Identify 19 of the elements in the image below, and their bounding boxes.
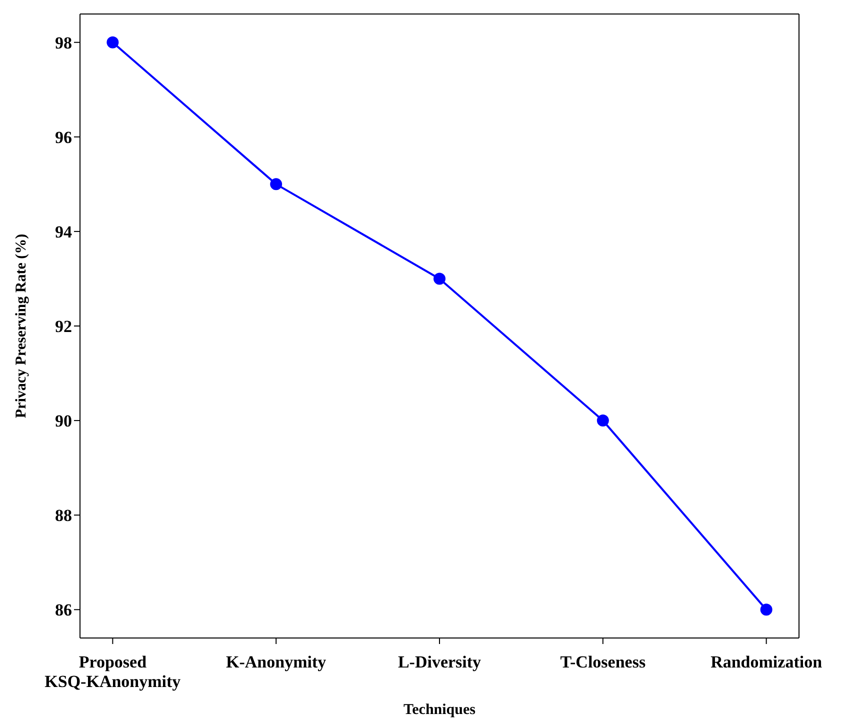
y-axis-title: Privacy Preserving Rate (%) xyxy=(13,234,30,418)
point xyxy=(596,414,609,427)
point xyxy=(106,36,119,48)
x-axis-title: Techniques xyxy=(404,702,476,718)
x-tick-label: T-Closeness xyxy=(560,652,646,672)
x-tick-label: L-Diversity xyxy=(398,652,482,672)
point xyxy=(270,178,282,190)
y-tick-label: 88 xyxy=(55,506,72,526)
y-tick-label: 90 xyxy=(55,412,72,431)
x-tick-label: Randomization xyxy=(710,652,823,672)
point xyxy=(434,272,446,285)
point xyxy=(760,604,772,616)
y-tick-label: 86 xyxy=(55,600,72,620)
y-tick-label: 98 xyxy=(55,33,72,52)
y-tick-label: 94 xyxy=(55,222,72,242)
x-tick-label: K-Anonymity xyxy=(226,652,327,672)
y-tick-label: 96 xyxy=(55,128,72,147)
x-tick-label: Proposed KSQ-KAnonymity xyxy=(44,652,182,691)
y-tick-label: 92 xyxy=(55,317,72,336)
